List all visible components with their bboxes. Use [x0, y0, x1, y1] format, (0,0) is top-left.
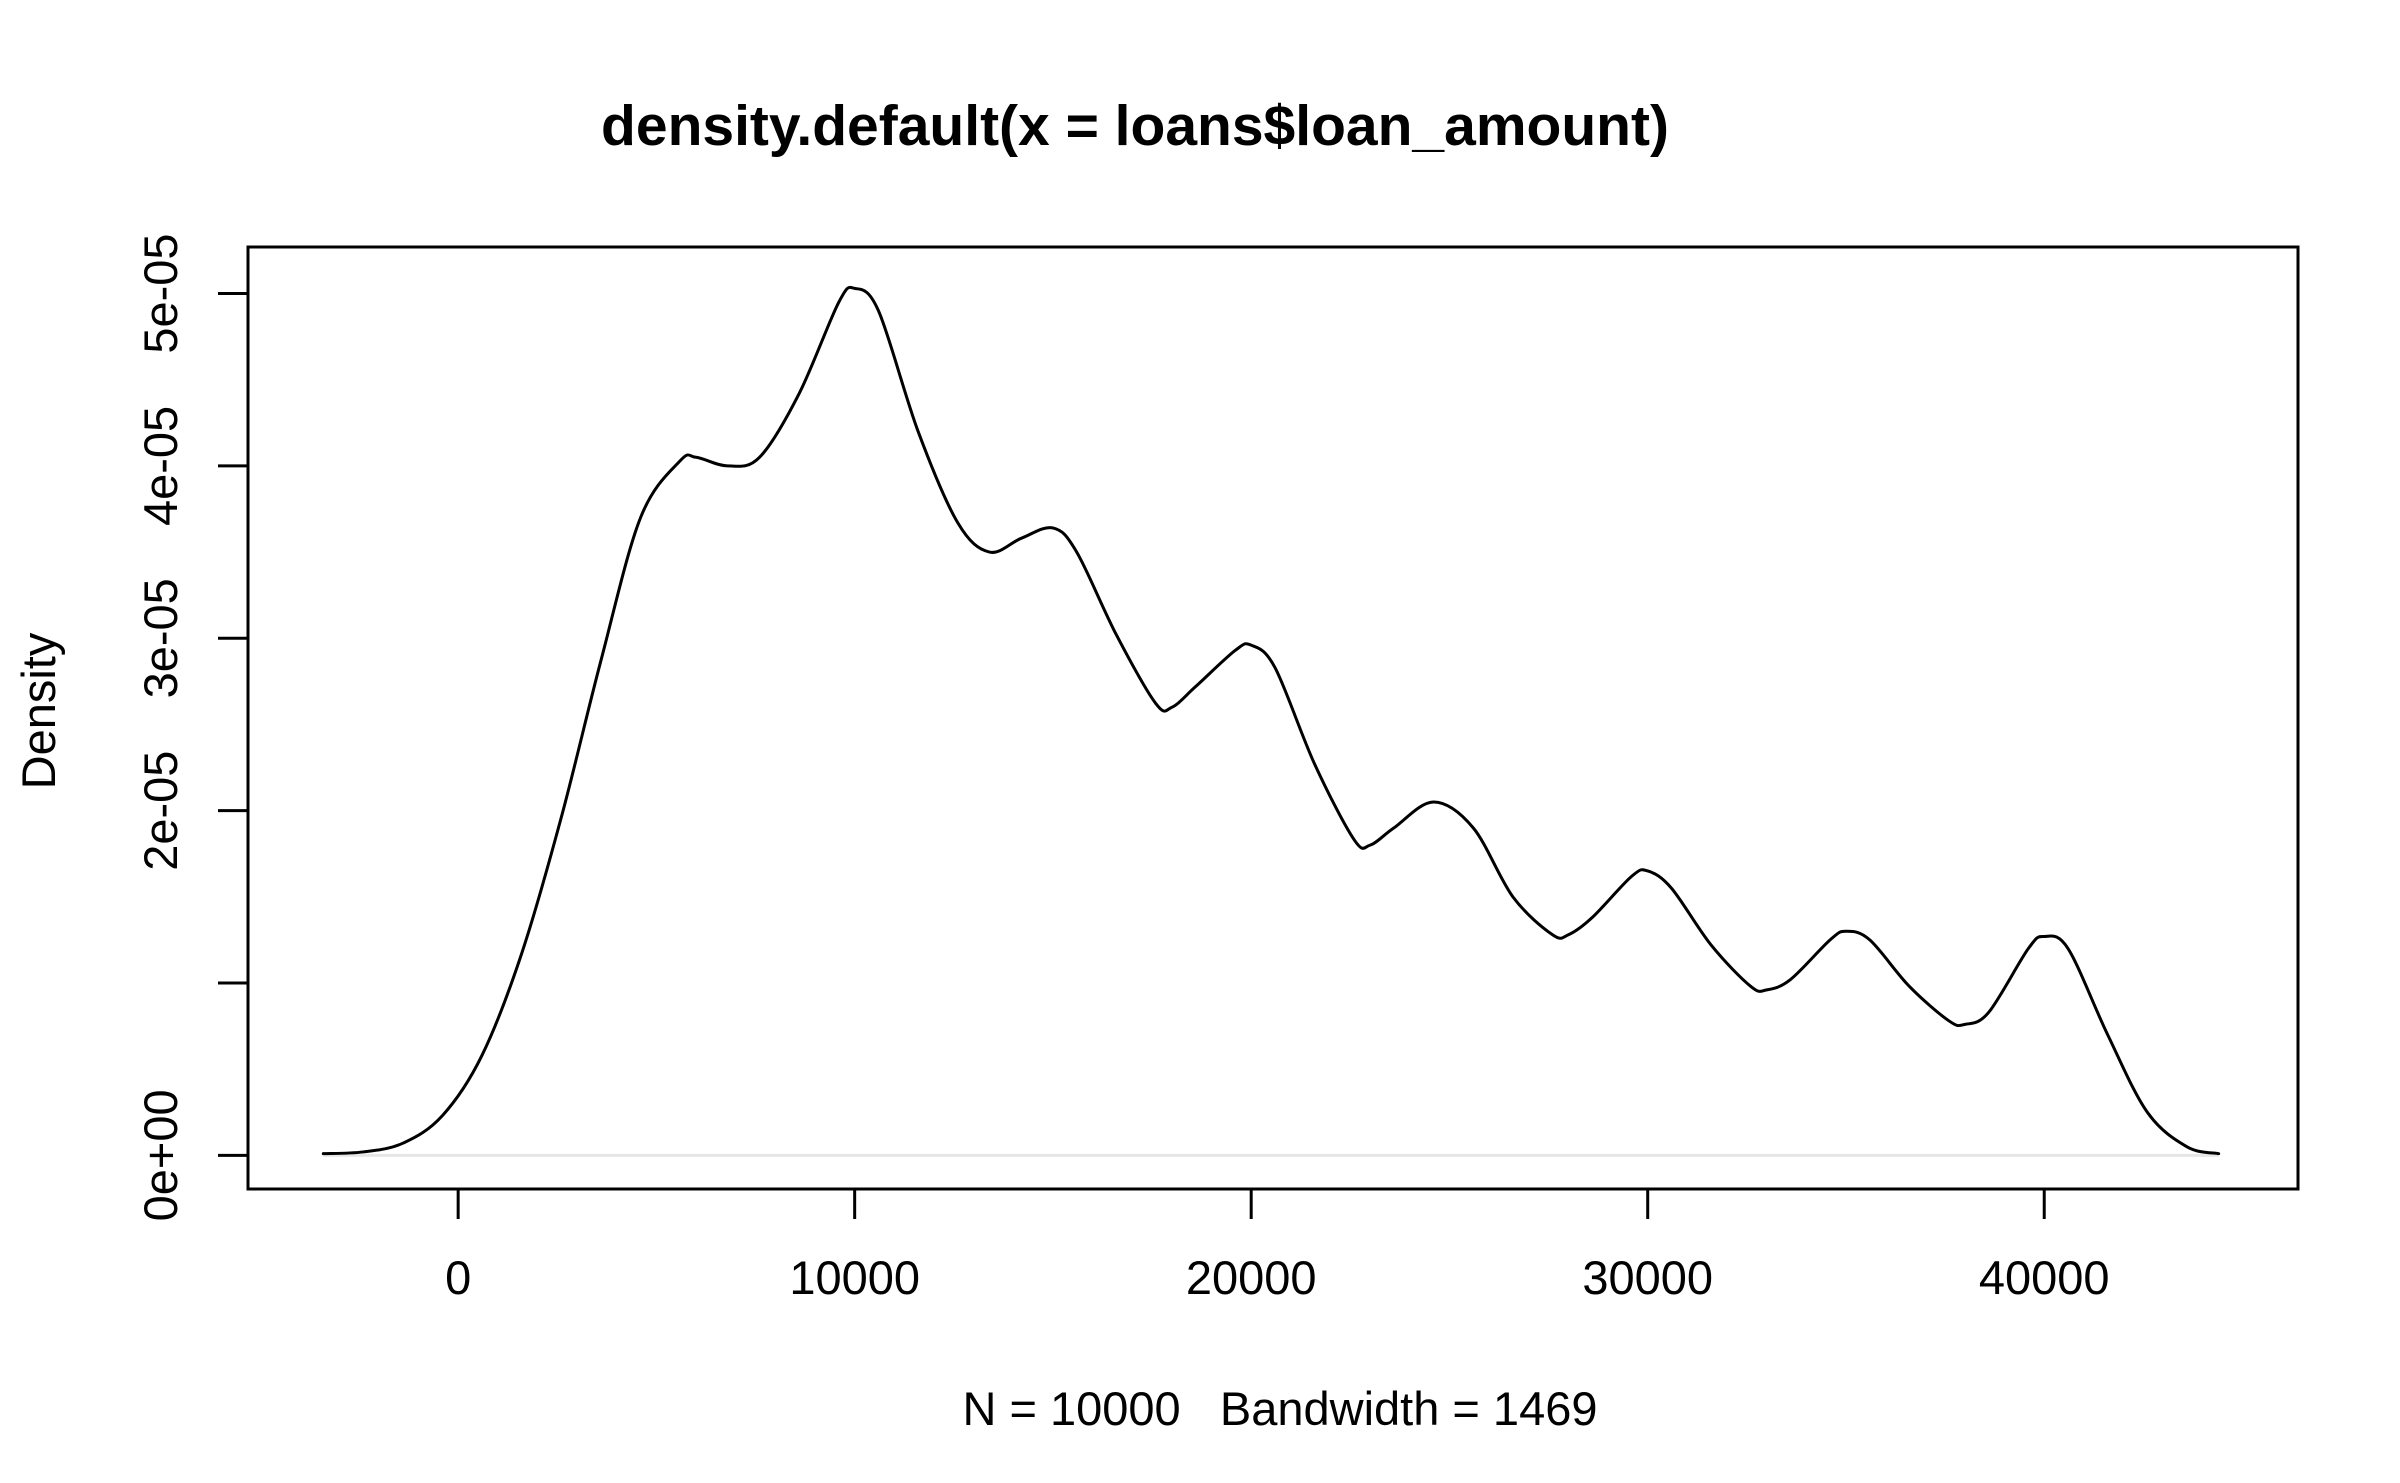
x-tick-label: 40000 [1979, 1251, 2110, 1304]
y-axis-label: Density [12, 632, 65, 789]
y-tick-label: 0e+00 [134, 1089, 187, 1221]
plot-frame [246, 245, 2300, 1191]
y-axis: 0e+00 2e-05 3e-05 4e-05 5e-05 [134, 233, 248, 1221]
density-curve [321, 285, 2221, 1156]
y-tick-label: 3e-05 [134, 578, 187, 698]
chart-title: density.default(x = loans$loan_amount) [601, 94, 1669, 158]
x-tick-label: 10000 [789, 1251, 920, 1304]
x-tick-label: 30000 [1582, 1251, 1713, 1304]
x-tick-label: 20000 [1186, 1251, 1317, 1304]
x-axis: 0 10000 20000 30000 40000 [445, 1189, 2110, 1304]
x-tick-label: 0 [445, 1251, 471, 1304]
y-tick-label: 2e-05 [134, 751, 187, 871]
y-tick-label: 4e-05 [134, 406, 187, 526]
y-tick-label: 5e-05 [134, 233, 187, 353]
x-axis-label: N = 10000 Bandwidth = 1469 [963, 1382, 1598, 1435]
